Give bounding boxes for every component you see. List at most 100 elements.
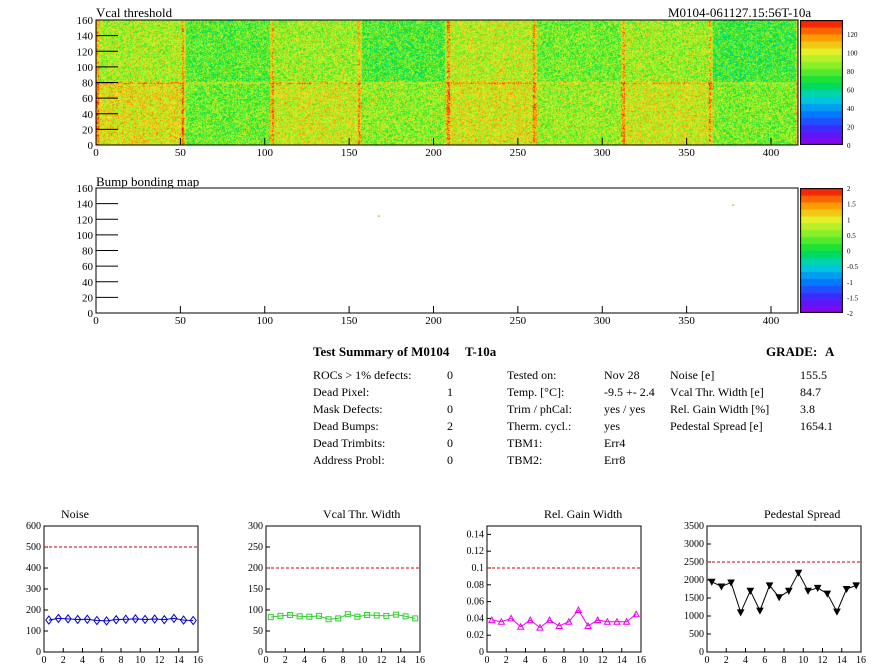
data-point [141,614,149,625]
summary-value: 0 [447,402,453,416]
data-point [402,613,409,620]
x-tick-label: 6 [762,655,767,666]
data-point [306,613,313,620]
plot-title: Rel. Gain Width [544,507,622,521]
y-tick-label: 20 [82,124,94,136]
x-tick-label: 200 [425,315,442,327]
y-tick-label: 120 [77,46,94,58]
summary-label: Dead Pixel: [313,385,370,399]
y-tick-label: 100 [77,62,94,74]
x-tick-label: 0 [485,655,490,666]
z-tick-label: -1.5 [847,294,859,302]
bump-axes: 0 50 100 150 200 250 300 350 400 0 20 40 60 80 100 120 1… [77,183,799,327]
x-tick-label: 14 [837,655,847,666]
x-tick-label: 6 [542,655,547,666]
y-tick-label: 100 [77,230,94,242]
data-point [74,614,82,625]
data-point [526,616,535,624]
grade-label: GRADE: [766,344,818,359]
vcal-threshold-panel: Vcal threshold M0104-061127.15:56T-10a 0… [0,0,896,162]
y-tick-label: 3500 [684,521,704,532]
x-tick-label: 14 [174,655,184,666]
y-tick-label: 300 [248,521,263,532]
z-tick-label: 0.5 [847,232,856,240]
y-tick-label: 60 [82,261,94,273]
data-point [364,612,371,619]
x-tick-label: 100 [257,315,274,327]
dead-bump-point [377,215,380,217]
x-tick-label: 6 [321,655,326,666]
summary-label: Dead Trimbits: [313,436,386,450]
y-tick-label: 2500 [684,557,704,568]
z-tick-label: 1 [847,216,851,224]
summary-label: Address Probl: [313,453,385,467]
y-tick-label: 0.06 [467,597,485,608]
data-point [102,616,111,626]
x-tick-label: 250 [510,315,527,327]
y-tick-label: 0.08 [467,580,485,591]
data-point [179,615,188,625]
data-point [45,615,53,625]
y-tick-label: 0 [88,308,94,320]
y-tick-label: 1500 [684,593,704,604]
y-tick-label: 60 [82,93,94,105]
data-point [354,613,361,620]
y-tick-label: 300 [26,584,41,595]
bump-map-title: Bump bonding map [96,174,200,189]
plot-frame [706,525,862,653]
summary-value: 155.5 [800,368,827,382]
data-point [315,612,322,619]
y-tick-label: 140 [77,31,94,43]
z-tick-label: 120 [847,31,858,39]
x-tick-label: 8 [562,655,567,666]
z-tick-label: 40 [847,105,855,113]
data-point [412,615,419,622]
data-point [131,613,140,624]
x-tick-label: 350 [678,147,695,159]
data-point [794,569,803,577]
summary-title: Test Summary of M0104 [313,344,450,359]
summary-row: ROCs > 1% defects: [313,368,411,383]
series-line [270,613,416,620]
data-point [823,590,832,598]
summary-label: ROCs > 1% defects: [313,368,412,382]
vcal-color-scale [800,20,843,145]
summary-value: 1654.1 [800,419,833,433]
z-tick-label: 60 [847,86,855,94]
data-point [296,613,303,620]
x-tick-label: 12 [598,655,608,666]
data-point [756,607,764,615]
data-point [267,614,274,621]
y-tick-label: 100 [26,626,41,637]
plot-frame [43,525,199,653]
y-tick-label: 50 [253,626,263,637]
z-tick-label: 1.5 [847,201,856,209]
summary-row: Address Probl: [313,453,385,468]
y-tick-label: 160 [77,15,94,27]
y-tick-label: 0 [36,647,41,658]
data-point [833,608,841,616]
x-tick-label: 12 [818,655,828,666]
data-point [93,615,101,626]
data-point [64,613,72,624]
y-tick-label: 0 [479,647,484,658]
summary-row: Dead Pixel: [313,385,369,400]
z-tick-label: 100 [847,49,858,57]
summary-test-name: T-10a [465,344,497,359]
x-tick-label: 350 [678,315,695,327]
module-id: M0104-061127.15:56T-10a [668,5,812,20]
x-tick-label: 0 [42,655,47,666]
summary-label: Therm. cycl.: [507,419,572,433]
x-tick-label: 100 [257,147,274,159]
summary-value: 0 [447,368,453,382]
summary-label: Vcal Thr. Width [e] [670,385,764,399]
series-line [48,617,194,622]
y-tick-label: 40 [82,109,94,121]
summary-label: Mask Defects: [313,402,383,416]
y-tick-label: 100 [248,605,263,616]
summary-value: 0 [447,436,453,450]
data-point [736,609,745,617]
y-tick-label: 600 [26,521,41,532]
x-tick-label: 0 [705,655,710,666]
